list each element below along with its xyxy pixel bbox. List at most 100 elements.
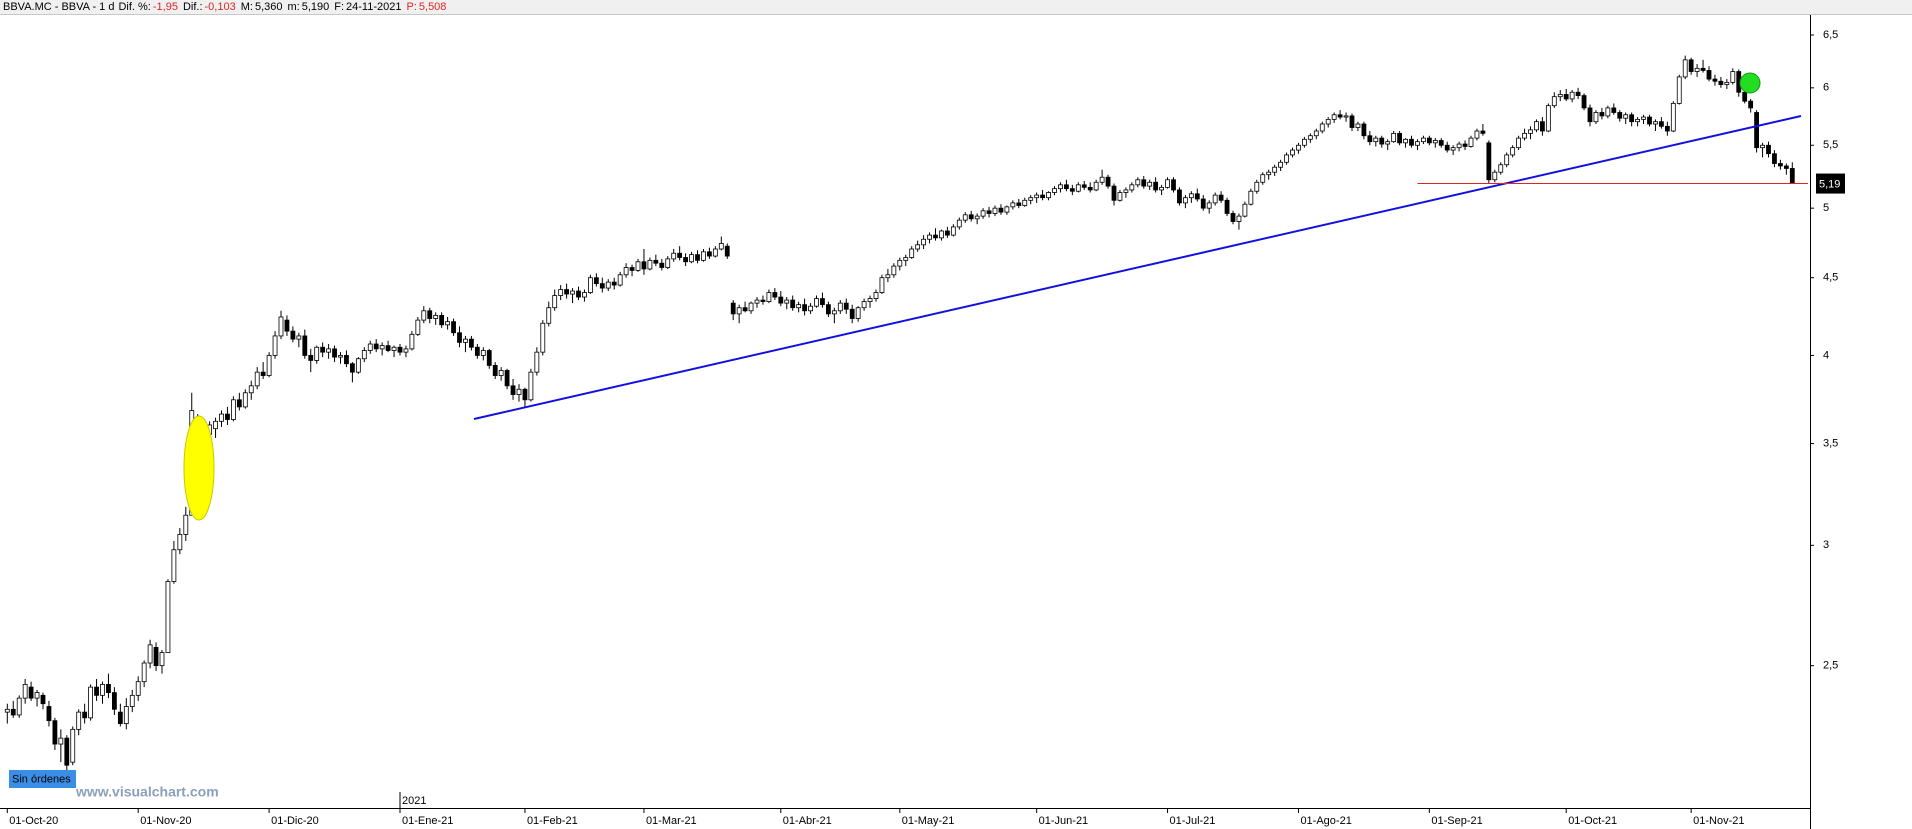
candle-body: [94, 686, 99, 696]
y-tick-label: 5: [1823, 202, 1829, 214]
candle-body: [1022, 199, 1028, 206]
candle-body: [802, 304, 807, 312]
candle-body: [486, 350, 492, 366]
candle-body: [1694, 67, 1700, 72]
y-tick-label: 4: [1823, 349, 1829, 361]
field-value: 24-11-2021: [346, 1, 402, 13]
candle-body: [1188, 193, 1194, 199]
candle-body: [355, 358, 361, 373]
candle-body: [34, 692, 40, 699]
x-tick-label: 01-Sep-21: [1431, 815, 1482, 827]
candle-body: [492, 365, 498, 376]
candle-body: [159, 652, 165, 667]
candle-body: [927, 234, 932, 240]
candle-body: [980, 210, 986, 217]
candle-body: [611, 281, 617, 286]
field-value: 5,508: [418, 1, 447, 13]
candle-body: [1290, 149, 1295, 156]
candle-body: [70, 728, 76, 763]
candle-body: [254, 371, 260, 387]
candle-body: [1456, 143, 1462, 149]
candle-body: [921, 238, 926, 246]
x-tick-label: 01-Jul-21: [1170, 815, 1216, 827]
candle-body: [820, 298, 825, 306]
x-tick-label: 01-Dic-20: [271, 815, 319, 827]
candle-body: [1385, 141, 1391, 145]
candle-body: [1450, 147, 1456, 151]
candle-body: [1605, 107, 1611, 117]
candle-body: [40, 694, 46, 705]
candle-body: [1010, 202, 1016, 208]
candle-body: [879, 277, 885, 293]
candle-body: [939, 230, 944, 239]
candle-body: [1307, 135, 1313, 140]
field-label: m:: [287, 1, 300, 13]
candle-body: [576, 290, 581, 298]
candle-body: [588, 277, 593, 293]
watermark: www.visualchart.com: [75, 784, 219, 800]
candle-body: [933, 234, 938, 239]
candle-body: [421, 310, 427, 321]
candle-body: [986, 210, 992, 214]
candle-body: [1117, 192, 1123, 201]
candle-body: [1403, 138, 1408, 144]
y-tick-label: 4,5: [1823, 272, 1838, 284]
candle-body: [1135, 179, 1141, 186]
field-value: 5,190: [301, 1, 330, 13]
field-label: Dif.:: [182, 1, 203, 13]
candle-body: [129, 694, 135, 707]
candle-body: [617, 274, 623, 286]
candle-body: [742, 307, 748, 312]
field-value: 5,360: [254, 1, 283, 13]
candle-body: [1296, 144, 1301, 151]
candle-body: [1159, 186, 1164, 191]
candle-body: [1004, 206, 1010, 213]
candle-body: [707, 251, 712, 257]
candle-body: [564, 289, 569, 295]
candle-body: [1325, 118, 1331, 125]
y-tick-label: 2,5: [1823, 660, 1838, 672]
candle-body: [1438, 140, 1444, 146]
candle-body: [974, 215, 980, 220]
candle-body: [433, 315, 439, 319]
candle-body: [52, 720, 58, 745]
candle-body: [712, 248, 718, 257]
candle-body: [1486, 142, 1492, 181]
candle-body: [1046, 192, 1051, 199]
candle-body: [540, 322, 546, 353]
candle-body: [100, 683, 105, 696]
candle-body: [1593, 112, 1599, 123]
x-tick-label: 01-Oct-20: [9, 815, 58, 827]
candle-body: [236, 399, 242, 408]
candle-body: [1278, 161, 1283, 168]
candle-body: [1623, 114, 1629, 119]
candle-body: [552, 295, 558, 309]
candle-body: [861, 301, 867, 309]
candle-body: [998, 207, 1004, 213]
candle-body: [1355, 123, 1361, 128]
candle-body: [1064, 184, 1069, 190]
field-value: -0,103: [204, 1, 236, 13]
candle-body: [117, 711, 123, 724]
candle-body: [1730, 71, 1736, 83]
candle-body: [16, 697, 22, 716]
candle-body: [1337, 114, 1343, 118]
candle-body: [1754, 112, 1759, 149]
candle-body: [379, 345, 385, 350]
candle-body: [968, 214, 974, 220]
candle-body: [796, 304, 802, 309]
y-tick-label: 6,5: [1823, 29, 1838, 41]
candle-body: [647, 259, 653, 270]
candle-body: [1712, 78, 1718, 82]
last-price-box: [1816, 173, 1845, 194]
candle-body: [558, 289, 564, 296]
candle-body: [671, 252, 677, 260]
candle-body: [1081, 184, 1087, 188]
candle-body: [1218, 194, 1224, 201]
candle-body: [891, 265, 897, 276]
candle-body: [724, 245, 730, 257]
candle-body: [766, 292, 772, 303]
candle-body: [1432, 140, 1438, 144]
candle-body: [641, 261, 647, 270]
